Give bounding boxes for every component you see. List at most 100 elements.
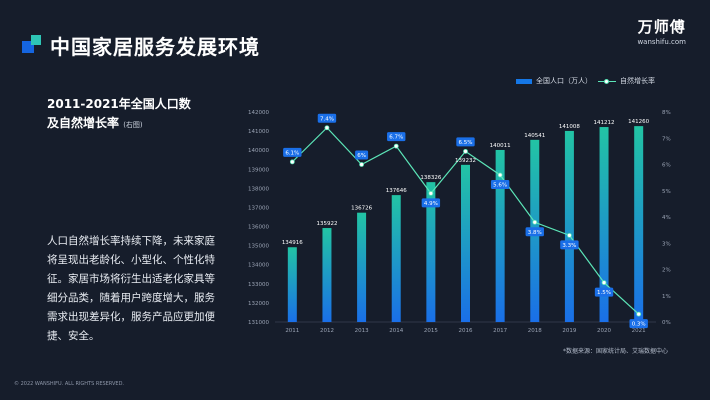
x-tick-label: 2018	[528, 328, 542, 334]
y-right-tick-label: 0%	[662, 320, 671, 326]
bar-value-label: 141008	[559, 124, 580, 130]
data-source: *数据来源：国家统计局、艾瑞数据中心	[562, 348, 668, 355]
y-left-tick-label: 138000	[248, 186, 269, 192]
x-tick-label: 2016	[459, 328, 473, 334]
bar-value-label: 140011	[490, 143, 511, 149]
y-left-tick-label: 133000	[248, 282, 269, 288]
x-tick-label: 2015	[424, 328, 438, 334]
y-left-tick-label: 132000	[248, 301, 269, 307]
growth-rate-point	[428, 190, 434, 196]
growth-rate-label: 6.5%	[459, 140, 473, 146]
bar	[426, 182, 436, 322]
growth-rate-point	[359, 162, 364, 167]
growth-rate-label-box	[594, 287, 614, 297]
bar-value-label: 138326	[420, 175, 441, 181]
y-left-tick-label: 131000	[248, 320, 269, 326]
growth-rate-label: 4.9%	[424, 201, 438, 207]
description-text: 人口自然增长率持续下降，未来家庭将呈现出老龄化、小型化、个性化特征。家居市场将衍…	[47, 235, 215, 342]
x-tick-label: 2021	[632, 328, 646, 334]
title-accent-icon	[22, 35, 42, 55]
x-tick-label: 2019	[562, 328, 576, 334]
y-right-tick-label: 6%	[662, 163, 671, 169]
growth-rate-label-box	[317, 113, 337, 123]
growth-rate-label-box	[456, 137, 475, 147]
growth-rate-label: 6%	[357, 153, 366, 159]
growth-rate-label-box	[629, 319, 648, 329]
growth-rate-point	[463, 148, 468, 154]
page-title: 中国家居服务发展环境	[50, 35, 260, 59]
subtitle-note: (右图)	[123, 121, 143, 129]
growth-rate-point	[324, 125, 330, 131]
legend-label-growth-rate: 自然增长率	[620, 77, 655, 85]
growth-rate-label: 6.7%	[389, 135, 403, 141]
y-right-tick-label: 5%	[662, 189, 671, 195]
bar-value-label: 134916	[282, 240, 303, 246]
bar	[599, 127, 609, 322]
y-right-tick-label: 7%	[662, 136, 671, 142]
y-left-tick-label: 139000	[248, 167, 269, 173]
growth-rate-label-box	[560, 240, 579, 250]
legend-line-swatch	[598, 78, 616, 84]
growth-rate-point	[532, 219, 538, 225]
x-tick-label: 2017	[493, 328, 507, 334]
growth-rate-label-box	[490, 180, 510, 189]
growth-rate-label: 3.8%	[528, 230, 542, 236]
bar	[322, 228, 332, 322]
bar-value-label: 136726	[351, 206, 372, 212]
x-tick-label: 2012	[320, 328, 334, 334]
bar-value-label: 139232	[455, 158, 476, 164]
legend-label-population: 全国人口（万人）	[536, 77, 592, 85]
bar	[357, 212, 367, 322]
growth-rate-label-box	[283, 147, 302, 157]
growth-rate-label: 3.3%	[562, 243, 576, 249]
subtitle-line-2: 及自然增长率	[47, 116, 120, 130]
growth-rate-point	[393, 143, 399, 149]
growth-rate-label: 7.4%	[320, 116, 334, 122]
bar-value-label: 141260	[628, 119, 649, 125]
bar-value-label: 137646	[386, 188, 407, 194]
bar	[461, 164, 470, 322]
bar	[287, 247, 297, 322]
brand-name: 万师傅	[637, 18, 686, 36]
y-right-tick-label: 3%	[662, 241, 671, 247]
bar	[391, 195, 401, 322]
chart-subtitle: 2011-2021年全国人口数 及自然增长率 (右图)	[47, 95, 191, 135]
y-right-tick-label: 4%	[662, 215, 671, 221]
bar	[634, 126, 644, 322]
bar-value-label: 141212	[594, 120, 615, 126]
growth-rate-label: 5.6%	[493, 183, 507, 189]
y-right-tick-label: 1%	[662, 294, 671, 300]
y-left-tick-label: 142000	[248, 110, 269, 116]
legend-item-population: 全国人口（万人）	[516, 76, 592, 86]
y-left-tick-label: 137000	[248, 205, 269, 211]
growth-rate-label: 1.5%	[597, 290, 611, 296]
y-left-tick-label: 141000	[248, 129, 269, 135]
x-tick-label: 2011	[285, 328, 299, 334]
growth-rate-label-box	[355, 150, 369, 160]
brand-logo: 万师傅 wanshifu.com	[637, 16, 686, 46]
bar-value-label: 140541	[524, 133, 545, 139]
x-tick-label: 2020	[597, 328, 611, 334]
growth-rate-label-box	[387, 132, 406, 142]
growth-rate-point	[567, 232, 572, 238]
bar	[495, 149, 505, 322]
growth-rate-label-box	[525, 227, 544, 237]
growth-rate-point	[636, 311, 642, 317]
legend-bar-swatch	[516, 78, 532, 84]
growth-rate-label: 6.1%	[285, 150, 299, 156]
bar-value-label: 135922	[316, 221, 337, 227]
growth-rate-point	[601, 280, 607, 286]
y-right-tick-label: 2%	[662, 268, 671, 274]
y-left-tick-label: 140000	[248, 148, 269, 154]
y-left-tick-label: 134000	[248, 263, 269, 269]
growth-rate-point	[497, 172, 503, 178]
y-left-tick-label: 135000	[248, 244, 269, 250]
growth-rate-label: 0.3%	[632, 322, 646, 328]
x-tick-label: 2014	[389, 328, 403, 334]
subtitle-line-1: 2011-2021年全国人口数	[47, 97, 191, 111]
copyright-text: © 2022 WANSHIFU. ALL RIGHTS RESERVED.	[14, 381, 125, 387]
growth-rate-point	[289, 159, 295, 165]
growth-rate-label-box	[421, 198, 441, 208]
y-right-tick-label: 8%	[662, 110, 671, 116]
